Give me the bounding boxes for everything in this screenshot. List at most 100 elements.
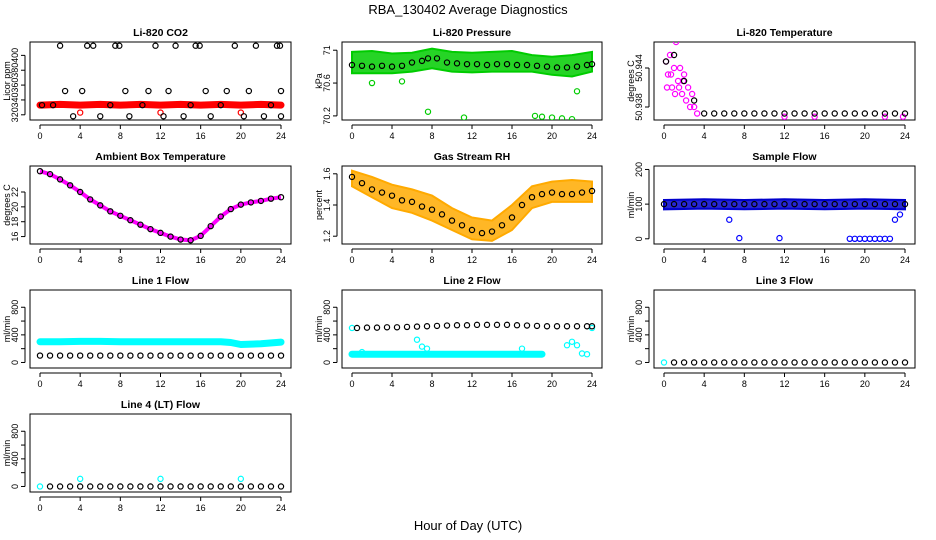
panel-title: Line 4 (LT) Flow <box>121 399 201 411</box>
data-point <box>513 61 521 69</box>
x-tick-label: 0 <box>661 131 666 141</box>
data-point <box>563 342 571 349</box>
data-point <box>157 352 164 359</box>
data-point <box>172 42 179 49</box>
x-tick-label: 24 <box>276 503 286 513</box>
data-point <box>76 475 84 483</box>
data-point <box>36 352 44 359</box>
x-tick-label: 16 <box>196 379 206 389</box>
data-point <box>861 200 869 208</box>
x-tick-label: 8 <box>118 131 123 141</box>
data-point <box>393 324 401 331</box>
x-tick-label: 8 <box>429 131 434 141</box>
data-point <box>901 110 909 117</box>
data-point <box>257 352 265 359</box>
data-band <box>36 337 285 348</box>
data-point <box>157 109 164 116</box>
y-axis-label: ml/min <box>2 440 12 467</box>
marks-group <box>36 475 285 490</box>
x-tick-label: 24 <box>587 131 597 141</box>
data-point <box>751 200 758 208</box>
data-point <box>267 352 275 359</box>
data-point <box>901 359 909 366</box>
y-tick-label: 18 <box>10 217 20 227</box>
data-point <box>881 235 889 242</box>
data-point <box>761 359 768 366</box>
data-point <box>277 87 285 95</box>
data-point <box>56 352 64 359</box>
data-point <box>97 113 104 120</box>
data-point <box>460 114 468 120</box>
y-tick-label: 22 <box>10 187 20 197</box>
y-tick-label: 0 <box>634 360 644 365</box>
data-point <box>871 200 879 208</box>
x-tick-label: 24 <box>900 255 910 265</box>
panel-licor_temp: Li-820 Temperature 0 4 8 12 16 20 24 50.938 50.94… <box>626 27 916 141</box>
data-point <box>227 483 234 490</box>
x-tick-label: 12 <box>155 255 165 265</box>
data-point <box>83 42 91 49</box>
data-point <box>247 352 255 359</box>
x-tick-label: 8 <box>742 255 747 265</box>
x-tick-label: 12 <box>467 379 477 389</box>
data-point <box>36 483 44 490</box>
x-tick-label: 20 <box>547 131 557 141</box>
data-point <box>277 193 285 201</box>
data-point <box>167 352 174 359</box>
data-point <box>721 110 728 117</box>
x-tick-label: 12 <box>779 379 789 389</box>
data-point <box>117 483 124 490</box>
y-tick-label: 0 <box>322 360 332 365</box>
panel-pressure: Li-820 Pressure 0 4 8 12 16 20 24 70.2 70.6 71 kPa <box>314 27 603 141</box>
data-point <box>741 110 748 117</box>
panel-sample_flow: Sample Flow 0 4 8 12 16 20 24 0 100 200 ml/min <box>626 151 916 265</box>
data-point <box>276 42 284 49</box>
y-axis-label: percent <box>314 189 324 220</box>
x-tick-label: 0 <box>37 255 42 265</box>
data-point <box>165 87 172 95</box>
data-point <box>881 359 889 366</box>
x-tick-label: 0 <box>37 379 42 389</box>
x-tick-label: 24 <box>276 131 286 141</box>
data-point <box>192 42 199 49</box>
data-point <box>711 359 718 366</box>
data-point <box>112 42 119 49</box>
data-point <box>227 205 234 213</box>
data-point <box>573 88 581 95</box>
y-tick-label: 360 <box>10 78 20 93</box>
data-point <box>726 216 733 223</box>
data-point <box>378 189 386 196</box>
marks-group <box>662 42 909 120</box>
x-tick-label: 0 <box>349 255 354 265</box>
data-point <box>503 321 511 329</box>
data-point <box>871 235 879 242</box>
x-tick-label: 8 <box>742 131 747 141</box>
data-point <box>453 60 461 67</box>
y-axis-label: ml/min <box>626 192 636 219</box>
x-tick-label: 4 <box>702 379 707 389</box>
data-point <box>424 108 432 115</box>
data-point <box>273 42 281 49</box>
data-point <box>876 235 884 242</box>
data-point <box>448 217 456 224</box>
data-point <box>573 323 581 330</box>
data-point <box>886 235 894 242</box>
data-point <box>187 483 194 490</box>
data-point <box>257 483 265 490</box>
y-tick-label: 0 <box>10 484 20 489</box>
data-point <box>896 211 904 218</box>
data-point <box>891 200 899 208</box>
data-point <box>66 182 74 189</box>
data-point <box>693 110 701 117</box>
data-point <box>568 115 576 120</box>
data-point <box>851 235 858 242</box>
data-point <box>553 323 561 330</box>
data-point <box>686 103 694 111</box>
data-point <box>358 62 366 70</box>
data-point <box>463 60 471 68</box>
data-point <box>473 321 481 329</box>
data-point <box>388 63 396 70</box>
